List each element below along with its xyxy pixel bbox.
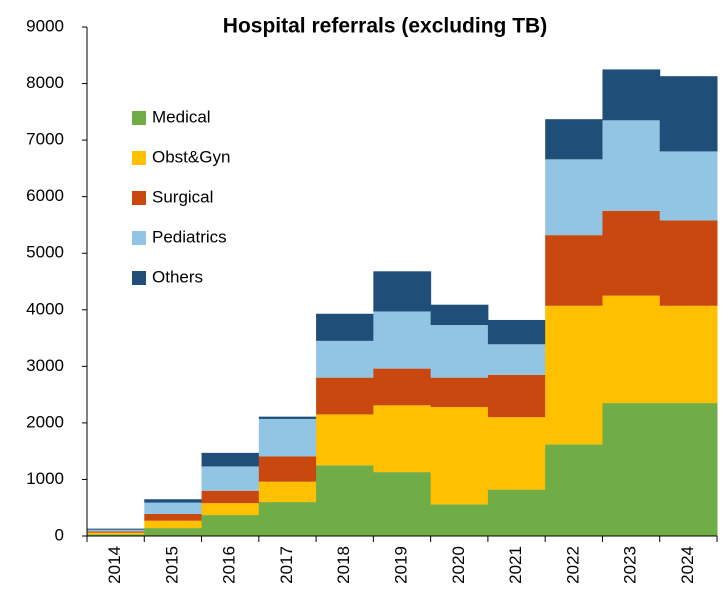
bar-segment [545,159,603,236]
y-tick-label: 6000 [26,186,64,205]
legend-label: Medical [152,107,211,126]
bar-segment [487,319,546,345]
bar-segment [545,235,603,306]
y-tick-label: 3000 [26,356,64,375]
bar-segment [201,452,260,467]
bar-segment [487,374,546,418]
y-tick-label: 9000 [26,16,64,35]
x-tick-label: 2014 [105,546,124,584]
legend-swatch [132,231,146,245]
bar-segment [87,528,145,530]
legend-label: Obst&Gyn [152,147,230,166]
bar-segment [144,502,203,514]
bar-segment [258,416,317,419]
bar-segment [373,405,432,473]
y-tick-label: 2000 [26,412,64,431]
x-tick-label: 2016 [220,546,239,584]
y-tick-label: 1000 [26,469,64,488]
bar-segment [373,311,432,369]
bar-segment [144,499,203,503]
bar-segment [545,444,603,536]
bar-segment [430,407,489,505]
bar-segment [602,403,661,536]
bar-segment [487,344,546,375]
x-tick-label: 2018 [334,546,353,584]
bar-segment [316,313,374,341]
bar-segment [373,472,432,536]
bar-segment [602,295,661,404]
x-tick-label: 2015 [162,546,181,584]
bar-segment [659,76,718,152]
bar-segment [602,69,661,121]
bar-segment [258,456,317,482]
bar-segment [545,305,603,445]
legend-label: Pediatrics [152,227,227,246]
bar-segment [201,503,260,516]
bar-segment [316,377,374,415]
bar-segment [87,529,145,532]
bar-segment [430,325,489,378]
bar-segment [487,417,546,490]
bar-segment [487,489,546,536]
x-tick-label: 2022 [563,546,582,584]
x-tick-label: 2020 [449,546,468,584]
x-tick-label: 2024 [678,546,697,584]
bar-segment [316,465,374,536]
bar-segment [201,490,260,504]
y-tick-label: 5000 [26,243,64,262]
bar-segment [258,418,317,457]
y-tick-label: 0 [55,525,64,544]
bar-segment [87,534,145,536]
bar-segment [602,120,661,211]
bar-segment [545,119,603,160]
legend-label: Others [152,267,203,286]
x-tick-label: 2023 [621,546,640,584]
bar-segment [258,502,317,536]
bar-segment [201,515,260,536]
y-tick-label: 4000 [26,299,64,318]
bar-segment [430,377,489,408]
bar-segment [258,481,317,503]
bar-segment [373,271,432,312]
bar-segment [373,368,432,406]
bar-segment [602,210,661,296]
bar-segment [201,466,260,491]
bar-segment [87,531,145,533]
bar-segment [659,151,718,221]
bar-segment [430,304,489,326]
legend-swatch [132,191,146,205]
bar-segment [144,520,203,529]
bar-segment [430,504,489,536]
x-tick-label: 2019 [391,546,410,584]
bar-segment [659,403,718,536]
bar-segment [316,414,374,466]
x-tick-label: 2021 [506,546,525,584]
bar-segment [659,305,718,404]
bar-segment [144,528,203,536]
bar-segment [316,340,374,378]
bar-segment [144,513,203,521]
chart-title: Hospital referrals (excluding TB) [223,15,547,38]
x-tick-label: 2017 [277,546,296,584]
bar-segment [87,532,145,535]
legend-swatch [132,111,146,125]
y-tick-label: 7000 [26,130,64,149]
y-tick-label: 8000 [26,73,64,92]
legend-swatch [132,151,146,165]
legend-label: Surgical [152,187,213,206]
bar-segment [659,220,718,306]
legend-swatch [132,271,146,285]
